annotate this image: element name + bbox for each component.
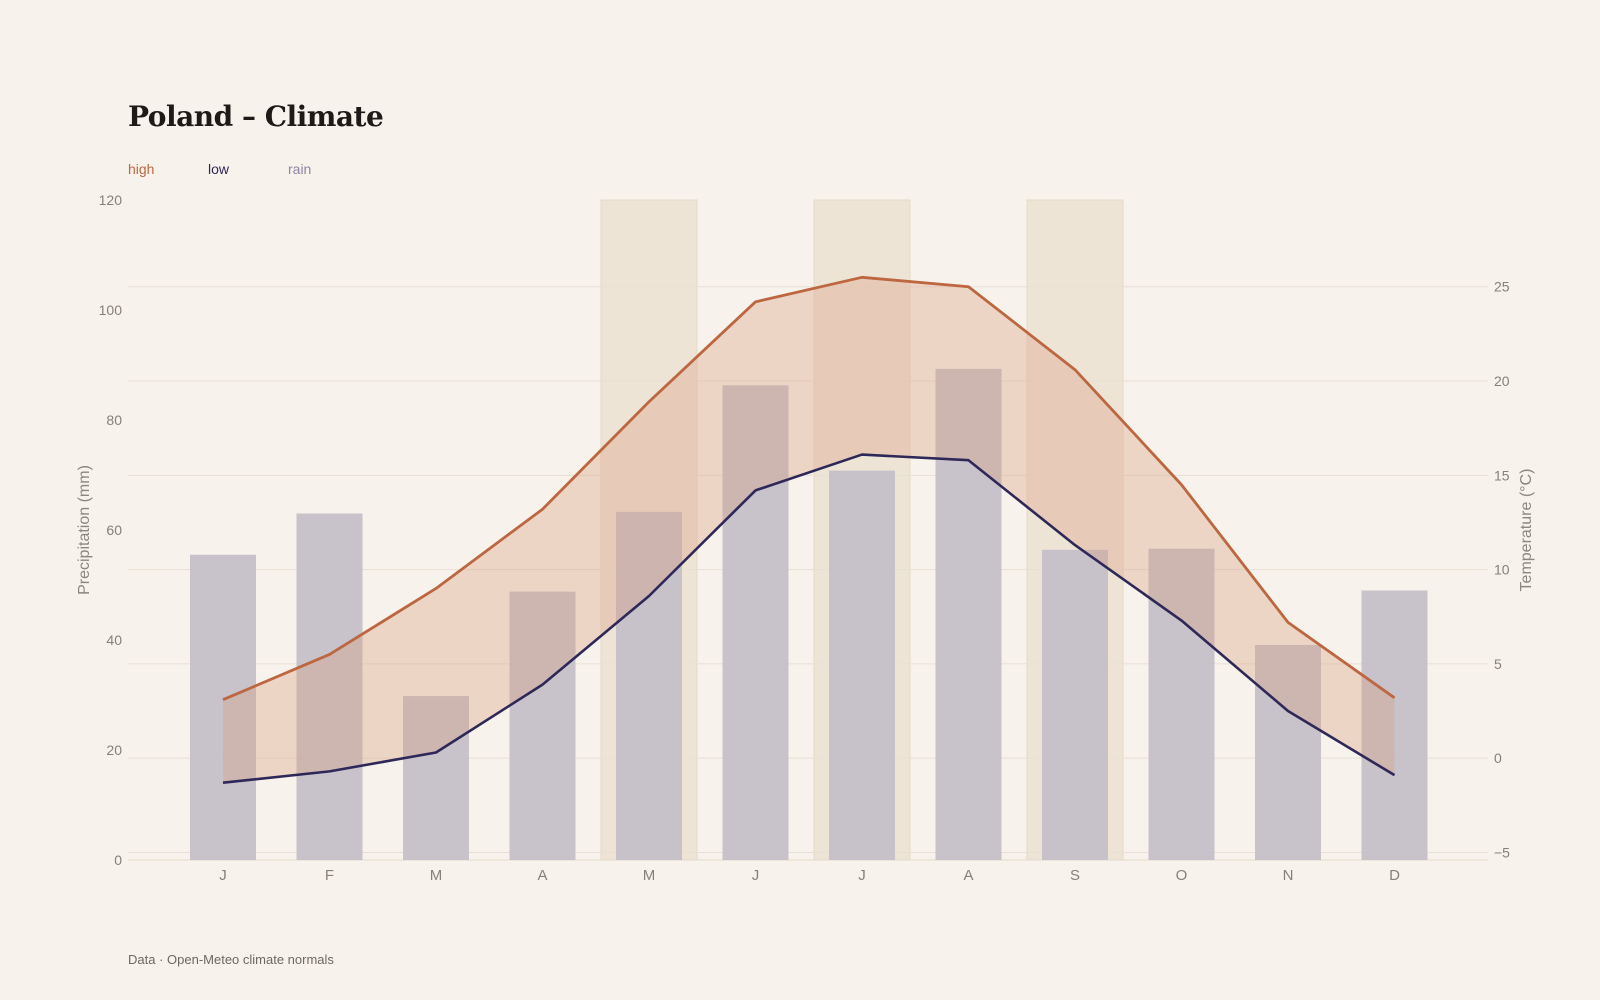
y-tick-label: 20 [106, 742, 122, 758]
rain-bar-o-9 [1148, 548, 1215, 860]
temperature-range-area [223, 277, 1395, 783]
x-tick-label: A [537, 867, 547, 884]
rain-bar-a-7 [935, 368, 1002, 860]
legend-item-high: high [128, 161, 155, 177]
y-tick-label: 120 [99, 192, 123, 208]
x-tick-label: M [643, 867, 656, 884]
x-tick-label: J [752, 867, 760, 884]
x-tick-label: M [430, 867, 443, 884]
y2-tick-label: −5 [1494, 844, 1510, 860]
rain-bar-m-2 [403, 696, 469, 860]
rain-bar-a-3 [509, 591, 576, 860]
legend-item-low: low [208, 161, 230, 177]
x-tick-label: F [325, 867, 334, 884]
rain-bar-j-5 [722, 385, 789, 860]
y-tick-label: 80 [106, 412, 122, 428]
rain-bar-m-4 [616, 511, 682, 860]
y-tick-label: 40 [106, 632, 122, 648]
x-tick-label: O [1176, 867, 1188, 884]
footer-source: Data · Open-Meteo climate normals [128, 952, 334, 967]
rain-bar-f-1 [296, 513, 363, 860]
x-tick-label: J [219, 867, 227, 884]
y2-tick-label: 20 [1494, 373, 1510, 389]
low-temperature-line [222, 453, 1396, 784]
y2-tick-label: 0 [1494, 750, 1502, 766]
x-tick-label: A [963, 867, 973, 884]
x-tick-label: J [858, 867, 866, 884]
y-tick-label: 0 [114, 852, 122, 868]
legend-item-rain: rain [288, 161, 312, 177]
x-tick-label: S [1070, 867, 1080, 884]
rain-bars [190, 368, 1428, 860]
rain-bar-d-11 [1361, 590, 1428, 860]
y2-tick-label: 15 [1494, 467, 1510, 483]
temperature-lines [222, 275, 1396, 784]
left-axis-ticks: 0 20 40 60 80 100 120 [99, 192, 123, 868]
y2-tick-label: 5 [1494, 656, 1502, 672]
rain-bar-s-8 [1042, 549, 1108, 860]
y-tick-label: 100 [99, 302, 123, 318]
temperature-band [223, 277, 1395, 783]
rain-bar-n-10 [1255, 644, 1321, 860]
y-tick-label: 60 [106, 522, 122, 538]
y2-axis-title: Temperature (°C) [1518, 469, 1535, 592]
y-axis-title: Precipitation (mm) [76, 465, 93, 595]
right-axis-ticks: −5 0 5 10 15 20 25 [1494, 279, 1510, 861]
rain-bar-j-6 [829, 470, 895, 860]
y2-tick-label: 10 [1494, 562, 1510, 578]
rain-bar-j-0 [190, 554, 256, 860]
x-tick-label: D [1389, 867, 1400, 884]
chart-title: Poland – Climate [128, 100, 384, 133]
high-temperature-line [222, 275, 1396, 702]
y2-tick-label: 25 [1494, 279, 1510, 295]
x-tick-label: N [1283, 867, 1294, 884]
